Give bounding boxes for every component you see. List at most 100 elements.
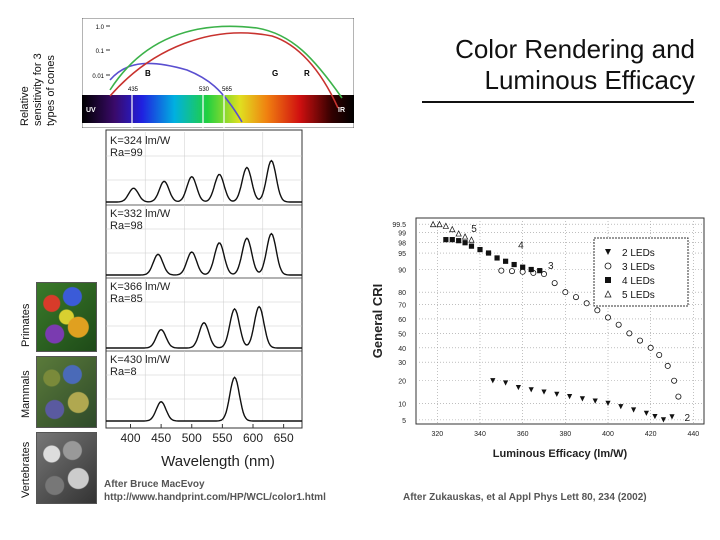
caption-left-line-1: After Bruce MacEvoy [104, 479, 205, 490]
legend-marker [604, 262, 612, 270]
led-count-annotation: 3 [548, 261, 554, 272]
cri-point-3-leds [540, 271, 547, 278]
cone-label-line-1: Relative [19, 86, 31, 126]
cri-point-3-leds [551, 280, 558, 287]
cri-point-2-leds [579, 396, 585, 402]
panel-efficacy-label: K=430 lm/W [110, 354, 171, 366]
cri-efficacy-chart: 320 340 360 380 400 420 440 5 10 20 30 40 50 60 70 80 90… [370, 217, 705, 460]
cone-label-b: B [145, 69, 151, 78]
cri-point-3-leds [647, 344, 654, 351]
cri-point-2-leds [631, 407, 637, 413]
spectra-chart: K=324 lm/WRa=99 K=332 lm/WRa=98 K=366 lm/W… [105, 129, 303, 470]
cri-point-2-leds [618, 404, 624, 410]
cri-point-4-leds [511, 261, 517, 268]
cri-point-2-leds [541, 389, 547, 395]
wavelength-tick-label: 600 [243, 431, 263, 445]
cri-point-5-leds [436, 220, 443, 228]
cri-tick-label: 20 [398, 379, 406, 386]
cri-point-3-leds [508, 268, 515, 275]
cri-xlabel: Luminous Efficacy (lm/W) [493, 448, 628, 460]
cone-ytick: 0.1 [96, 49, 105, 55]
cri-tick-label: 99.5 [392, 222, 406, 229]
cri-tick-label: 70 [398, 303, 406, 310]
legend-marker [605, 277, 611, 283]
cri-point-2-leds [669, 414, 675, 420]
caption-left-line-2: http://www.handprint.com/HP/WCL/color1.h… [104, 492, 326, 503]
cone-sensitivity-chart: 1.0 0.1 0.01 B G R 435 530 565 UV IR [82, 18, 354, 128]
efficacy-tick-label: 420 [645, 431, 657, 438]
cri-point-2-leds [643, 410, 649, 416]
led-count-annotation: 2 [685, 413, 691, 424]
cri-point-5-leds [429, 220, 437, 228]
cri-tick-label: 90 [398, 268, 406, 275]
peak-label: 530 [199, 87, 210, 93]
efficacy-tick-label: 380 [559, 431, 571, 438]
cri-point-2-leds [605, 400, 611, 406]
legend-marker [604, 290, 612, 298]
legend-label: 4 LEDs [622, 276, 655, 287]
wavelength-tick-label: 650 [274, 431, 294, 445]
cri-point-2-leds [652, 413, 658, 420]
legend-label: 5 LEDs [622, 290, 655, 301]
cone-label-line-2: sensitivity for 3 [32, 53, 44, 126]
cri-ylabel: General CRI [370, 284, 385, 358]
source-caption-right: After Zukauskas, et al Appl Phys Lett 80… [403, 492, 647, 503]
cone-r-curve [109, 32, 339, 109]
cri-point-5-leds [461, 233, 469, 240]
primates-label: Primates [20, 303, 32, 347]
cri-point-4-leds [443, 237, 449, 243]
cri-point-3-leds [664, 362, 671, 369]
cone-ytick: 0.01 [92, 74, 104, 80]
cri-tick-label: 99 [398, 230, 406, 237]
panel-cri-label: Ra=99 [110, 147, 143, 159]
cri-point-4-leds [462, 240, 468, 246]
wavelength-tick-label: 550 [212, 431, 232, 445]
title-underline [422, 101, 694, 103]
cri-point-3-leds [671, 377, 678, 384]
cri-point-4-leds [449, 237, 455, 243]
cri-point-4-leds [528, 266, 534, 273]
mammal-vision-photo [36, 356, 97, 428]
cri-point-2-leds [554, 391, 560, 397]
cri-point-5-leds [455, 230, 462, 237]
led-count-annotation: 5 [471, 224, 477, 235]
panel-cri-label: Ra=98 [110, 220, 143, 232]
cri-point-4-leds [537, 268, 543, 274]
cri-point-4-leds [485, 250, 492, 256]
mammals-label: Mammals [20, 370, 32, 418]
efficacy-tick-label: 400 [602, 431, 614, 438]
cri-point-4-leds [520, 264, 526, 270]
cone-sensitivity-label: Relative sensitivity for 3 types of cone… [19, 53, 58, 126]
legend-label: 3 LEDs [622, 262, 655, 273]
spectrum-band [82, 95, 354, 123]
cri-point-4-leds [456, 238, 462, 244]
spectra-xlabel: Wavelength (nm) [161, 453, 275, 470]
cri-point-4-leds [503, 258, 509, 264]
efficacy-tick-label: 340 [474, 431, 486, 438]
cone-ytick: 1.0 [96, 25, 105, 31]
spectrum-curve-4 [106, 376, 302, 422]
cri-point-2-leds [660, 417, 667, 423]
cri-point-3-leds [636, 337, 643, 344]
primate-vision-photo [36, 282, 97, 352]
panel-efficacy-label: K=324 lm/W [110, 135, 171, 147]
cri-point-5-leds [442, 222, 450, 229]
cri-point-4-leds [468, 243, 475, 249]
legend-marker [605, 249, 611, 255]
source-caption-left: After Bruce MacEvoy http://www.handprint… [104, 478, 326, 504]
title-line-1: Color Rendering and [455, 34, 695, 64]
cri-point-3-leds [604, 314, 611, 321]
efficacy-tick-label: 360 [517, 431, 529, 438]
cri-tick-label: 95 [398, 251, 406, 258]
vertebrates-label: Vertebrates [20, 441, 32, 498]
cone-g-curve [109, 25, 343, 99]
cri-point-3-leds [594, 307, 601, 314]
cri-point-3-leds [626, 330, 633, 337]
cri-point-4-leds [477, 246, 483, 253]
efficacy-tick-label: 440 [687, 431, 699, 438]
cri-tick-label: 5 [402, 418, 406, 425]
efficacy-tick-label: 320 [431, 431, 443, 438]
cri-point-3-leds [656, 351, 663, 358]
cri-point-3-leds [675, 393, 682, 400]
cri-point-2-leds [528, 387, 534, 393]
